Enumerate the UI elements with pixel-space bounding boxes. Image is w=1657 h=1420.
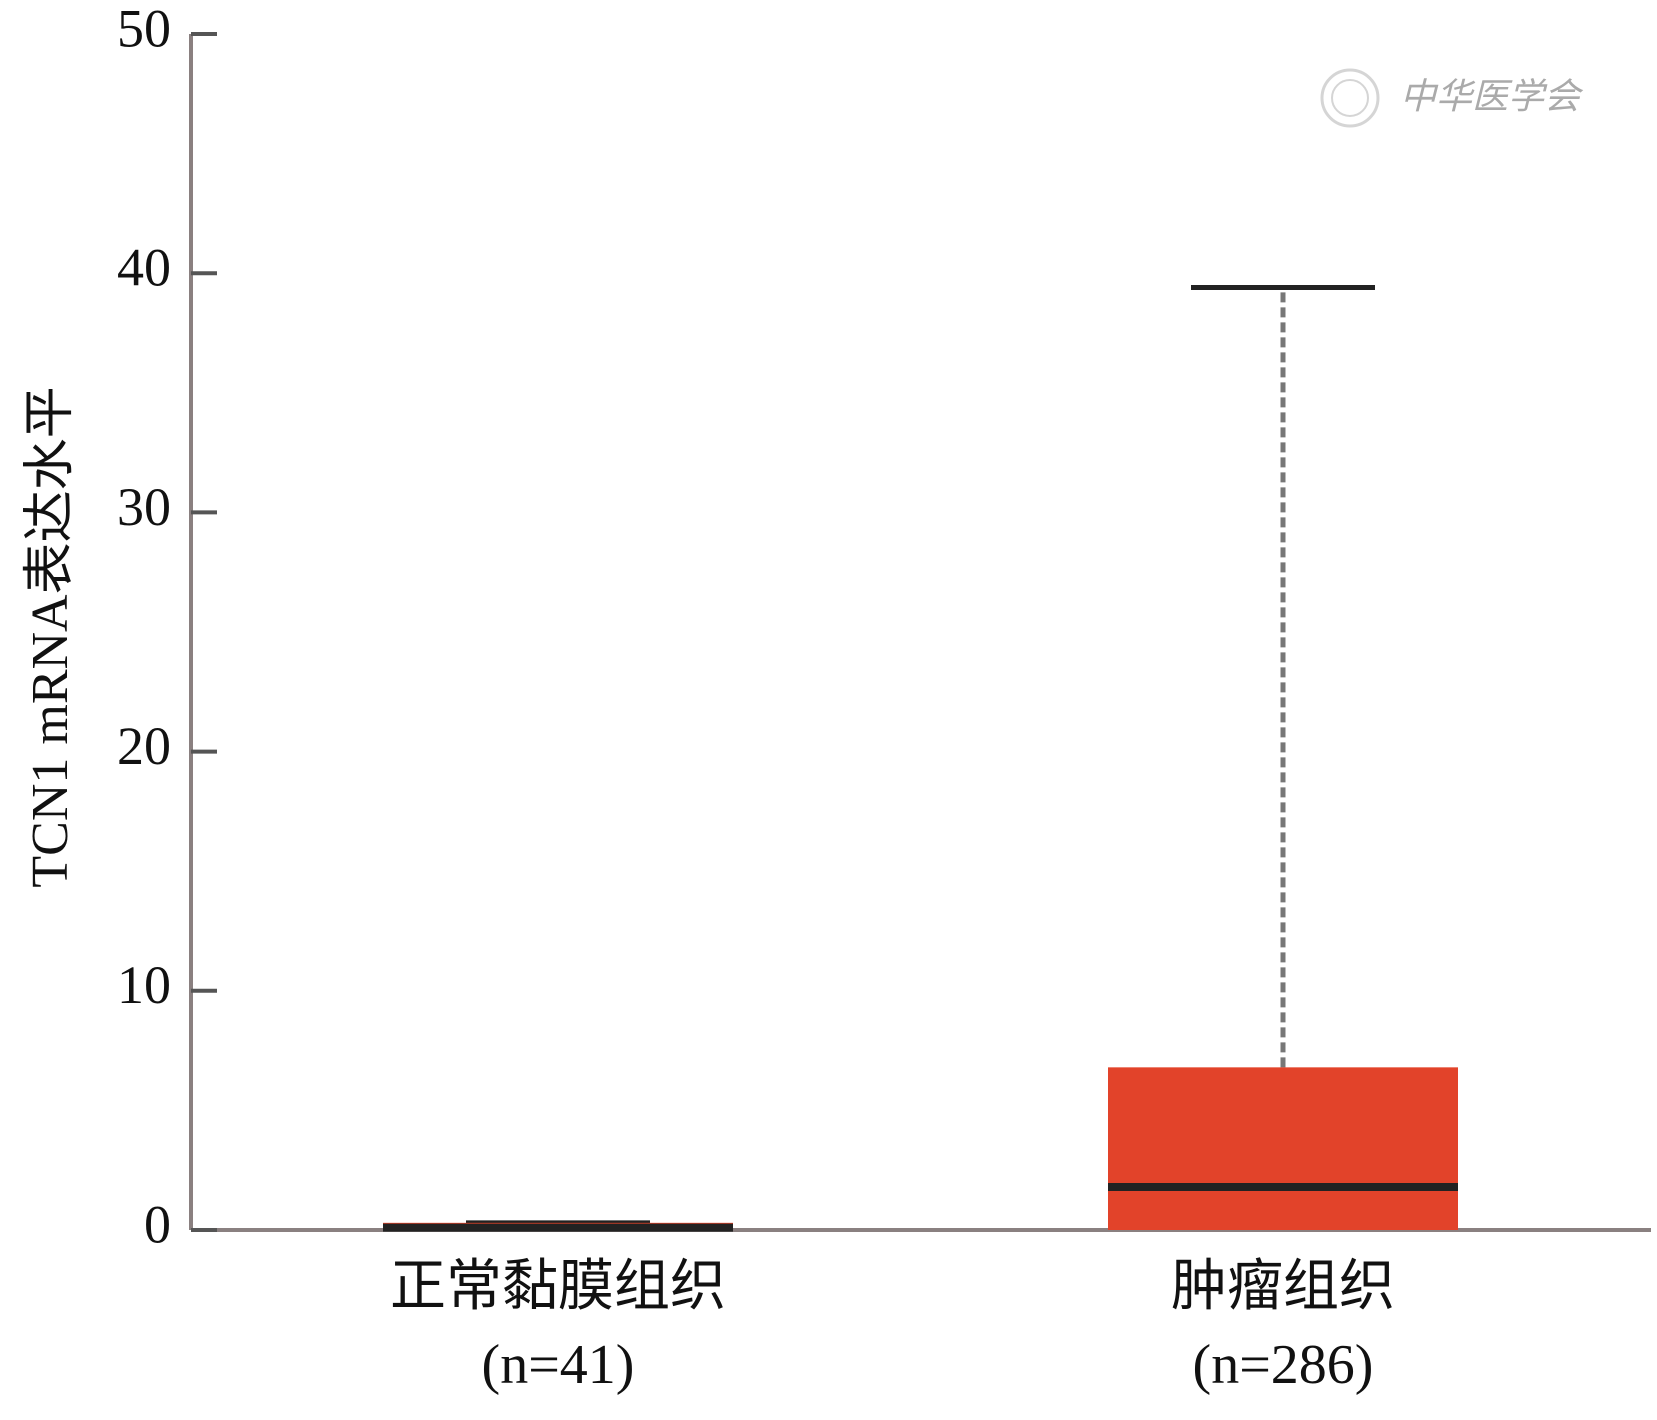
x-tick-label: 正常黏膜组织 [390, 1256, 726, 1318]
y-tick-label: 40 [117, 238, 171, 298]
y-tick-label: 20 [117, 716, 171, 776]
y-tick-label: 10 [117, 955, 171, 1015]
y-tick-label: 0 [144, 1194, 171, 1254]
watermark: 中华医学会 [1400, 76, 1584, 116]
box [1108, 1067, 1458, 1230]
watermark-logo [1320, 68, 1380, 128]
y-axis-label: TCN1 mRNA表达水平 [22, 386, 79, 887]
x-tick-label: 肿瘤组织 [1171, 1256, 1395, 1318]
y-tick-label: 50 [117, 0, 171, 58]
y-tick-label: 30 [117, 477, 171, 537]
x-tick-note: (n=286) [1193, 1334, 1374, 1396]
x-tick-note: (n=41) [482, 1334, 635, 1396]
